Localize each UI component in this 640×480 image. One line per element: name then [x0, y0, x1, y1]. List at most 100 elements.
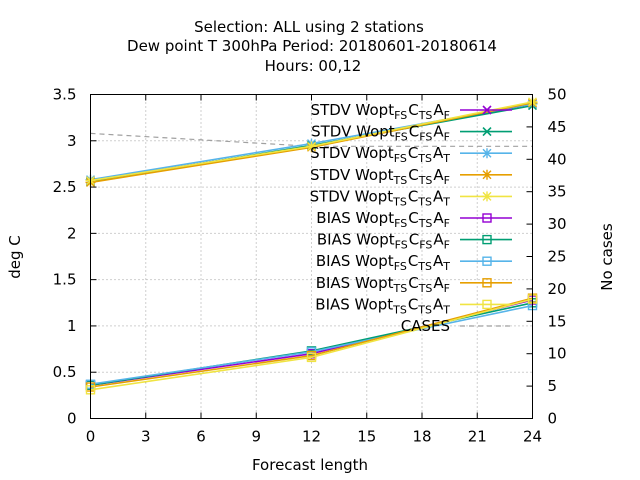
legend-label-part: C	[408, 101, 418, 119]
legend-label: STDV WoptFSCTSAT	[310, 144, 450, 165]
data-point	[306, 352, 317, 363]
legend-label-part: F	[444, 282, 450, 295]
legend-label-part: C	[408, 295, 418, 313]
legend-entry-3: STDV WoptTSCTSAF	[310, 166, 512, 187]
legend-label-part: C	[409, 123, 419, 141]
legend-label-part: C	[408, 166, 418, 184]
y2-tick-label: 30	[548, 215, 567, 233]
chart-title: Selection: ALL using 2 stations Dew poin…	[127, 18, 497, 75]
legend-entry-4: STDV WoptTSCTSAT	[310, 187, 512, 208]
legend-label-part: A	[433, 166, 444, 184]
legend-label: STDV WoptFSCFSAF	[311, 123, 450, 144]
title-line-2: Dew point T 300hPa Period: 20180601-2018…	[127, 37, 497, 55]
legend-label: BIAS WoptFSCFSAF	[317, 231, 450, 252]
legend-label-part: T	[442, 195, 450, 208]
legend-label-part: T	[442, 303, 450, 316]
y-tick-label: 2	[67, 224, 77, 242]
y2-axis-label: No cases	[598, 223, 616, 291]
legend-label-part: TS	[392, 195, 407, 208]
legend-label-part: TS	[418, 282, 433, 295]
legend-label: BIAS WoptFSCTSAF	[316, 209, 450, 230]
title-line-3: Hours: 00,12	[265, 57, 362, 75]
legend-label-part: A	[433, 231, 444, 249]
legend-label-part: BIAS Wopt	[315, 295, 393, 313]
legend-entry-1: STDV WoptFSCFSAF	[311, 123, 512, 144]
x-tick-label: 9	[251, 428, 261, 446]
legend-label-part: C	[409, 231, 419, 249]
legend-label-part: A	[433, 123, 444, 141]
legend-label-part: F	[444, 239, 450, 252]
legend-label-part: FS	[394, 109, 407, 122]
legend-label-part: FS	[419, 131, 432, 144]
legend-label: CASES	[401, 317, 450, 335]
legend-entry-10: CASES	[401, 317, 512, 335]
legend-label-part: A	[433, 209, 444, 227]
legend-label-part: BIAS Wopt	[316, 209, 394, 227]
legend-label-part: FS	[395, 239, 408, 252]
legend-label-part: C	[408, 274, 418, 292]
legend-label-part: STDV Wopt	[310, 144, 394, 162]
y2-tick-label: 15	[548, 312, 567, 330]
legend-label-part: TS	[393, 174, 408, 187]
legend-entry-8: BIAS WoptTSCTSAF	[316, 274, 512, 295]
legend-label-part: FS	[394, 217, 407, 230]
legend-label-part: TS	[418, 217, 433, 230]
legend-label-part: BIAS Wopt	[316, 274, 394, 292]
legend-label-part: BIAS Wopt	[317, 231, 395, 249]
legend-label: STDV WoptFSCTSAF	[311, 101, 450, 122]
legend-label-part: STDV Wopt	[310, 166, 394, 184]
legend-entry-7: BIAS WoptFSCTSAT	[316, 252, 512, 273]
y2-tick-label: 40	[548, 150, 567, 168]
legend-marker	[482, 127, 492, 137]
legend-label: STDV WoptTSCTSAF	[310, 166, 450, 187]
series-line	[90, 297, 533, 388]
y2-tick-label: 45	[548, 118, 567, 136]
x-axis-label: Forecast length	[252, 456, 368, 474]
legend-label-part: STDV Wopt	[310, 187, 394, 205]
legend-label-part: TS	[417, 152, 432, 165]
x-tick-label: 15	[357, 428, 376, 446]
legend-label: STDV WoptTSCTSAT	[310, 187, 451, 208]
y-tick-label: 1.5	[53, 271, 77, 289]
plot-area	[85, 96, 538, 395]
y-tick-label: 3	[67, 132, 77, 150]
legend-label-part: C	[408, 187, 418, 205]
legend-label-part: FS	[419, 239, 432, 252]
legend-label-part: C	[408, 209, 418, 227]
series-line	[90, 298, 533, 391]
y2-tick-label: 25	[548, 248, 567, 266]
series-line	[90, 132, 533, 147]
legend-label-part: A	[433, 295, 444, 313]
legend-label-part: TS	[418, 174, 433, 187]
legend-label-part: CASES	[401, 317, 450, 335]
legend-label: BIAS WoptTSCTSAF	[316, 274, 450, 295]
legend-label-part: TS	[417, 303, 432, 316]
legend-entry-9: BIAS WoptTSCTSAT	[315, 295, 512, 316]
y2-tick-label: 0	[548, 410, 558, 428]
y2-tick-label: 10	[548, 345, 567, 363]
y-tick-label: 2.5	[53, 178, 77, 196]
x-tick-label: 0	[86, 428, 96, 446]
legend-label-part: F	[444, 109, 450, 122]
legend-label-part: A	[433, 274, 444, 292]
legend-marker	[482, 191, 492, 202]
legend-label-part: FS	[394, 152, 407, 165]
y2-tick-label: 50	[548, 86, 567, 104]
y-axis-label: deg C	[6, 235, 24, 279]
legend-label-part: A	[433, 101, 444, 119]
legend-marker	[482, 278, 492, 288]
legend-label-part: TS	[417, 260, 432, 273]
legend-marker	[482, 169, 492, 180]
x-tick-label: 6	[196, 428, 206, 446]
legend-marker	[482, 105, 492, 115]
y-tick-label: 0	[67, 410, 77, 428]
legend-entry-2: STDV WoptFSCTSAT	[310, 144, 512, 165]
legend-label-part: STDV Wopt	[311, 101, 395, 119]
x-tick-label: 3	[141, 428, 151, 446]
legend-entry-0: STDV WoptFSCTSAF	[311, 101, 512, 122]
legend-label-part: C	[408, 252, 418, 270]
x-tick-label: 18	[412, 428, 431, 446]
legend-label-part: TS	[417, 195, 432, 208]
legend-label-part: F	[444, 217, 450, 230]
